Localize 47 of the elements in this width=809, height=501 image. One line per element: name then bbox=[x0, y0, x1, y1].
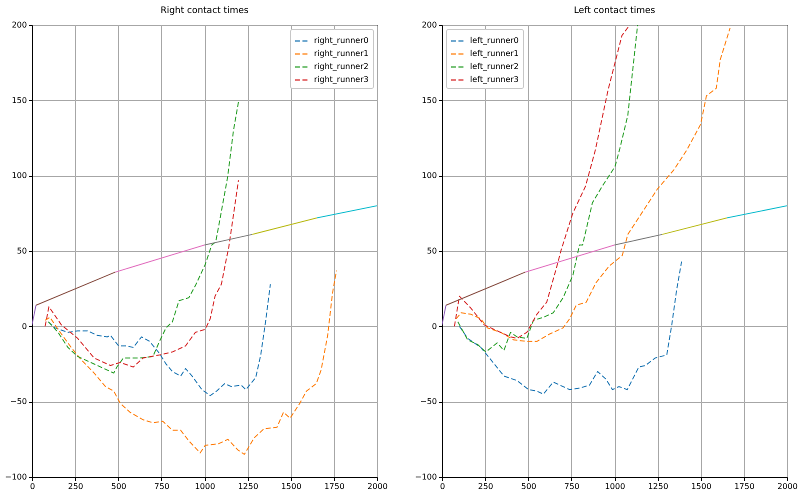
line-series bbox=[48, 101, 239, 374]
x-tick-label: 0 bbox=[30, 482, 36, 491]
x-tick-label: 1500 bbox=[281, 482, 302, 491]
x-tick-label: 1750 bbox=[324, 482, 345, 491]
legend-label: left_runner0 bbox=[470, 36, 519, 45]
y-tick-label: 50 bbox=[16, 246, 27, 256]
y-tick-label: 150 bbox=[422, 96, 437, 105]
x-tick-label: 1750 bbox=[734, 482, 755, 491]
legend-label: right_runner3 bbox=[314, 75, 369, 84]
y-tick-label: 150 bbox=[12, 96, 27, 105]
y-tick-label: −100 bbox=[415, 472, 437, 482]
x-tick-label: 2000 bbox=[777, 482, 798, 491]
y-tick-label: 0 bbox=[22, 322, 27, 331]
line-series bbox=[44, 270, 337, 455]
legend-label: left_runner3 bbox=[470, 75, 519, 84]
y-tick-label: 50 bbox=[426, 246, 437, 256]
x-tick-label: 250 bbox=[68, 482, 84, 491]
x-tick-label: 2000 bbox=[367, 482, 388, 491]
chart-title: Left contact times bbox=[574, 6, 656, 16]
x-tick-label: 0 bbox=[440, 482, 446, 491]
x-tick-label: 1000 bbox=[194, 482, 216, 491]
y-tick-label: 0 bbox=[432, 322, 437, 331]
y-tick-label: 200 bbox=[12, 20, 27, 30]
x-tick-label: 500 bbox=[111, 482, 126, 491]
x-tick-label: 1500 bbox=[691, 482, 712, 491]
chart-title: Right contact times bbox=[160, 6, 249, 16]
y-tick-label: −50 bbox=[10, 397, 27, 406]
y-tick-label: 100 bbox=[12, 171, 27, 180]
x-tick-label: 1250 bbox=[238, 482, 258, 491]
x-tick-label: 250 bbox=[478, 482, 494, 491]
y-tick-label: −100 bbox=[5, 472, 27, 482]
legend-label: left_runner2 bbox=[470, 62, 519, 71]
legend-label: right_runner2 bbox=[314, 62, 369, 71]
x-tick-label: 1250 bbox=[648, 482, 668, 491]
x-tick-label: 500 bbox=[521, 482, 536, 491]
legend-label: right_runner1 bbox=[314, 49, 369, 58]
y-tick-label: 100 bbox=[422, 171, 437, 180]
line-series bbox=[458, 261, 682, 395]
y-tick-label: −50 bbox=[420, 397, 437, 406]
legend-label: left_runner1 bbox=[470, 49, 519, 58]
legend-label: right_runner0 bbox=[314, 36, 369, 45]
x-tick-label: 750 bbox=[564, 482, 580, 491]
line-series bbox=[456, 28, 731, 342]
line-series bbox=[44, 180, 239, 368]
x-tick-label: 1000 bbox=[604, 482, 626, 491]
y-tick-label: 200 bbox=[422, 20, 437, 30]
x-tick-label: 750 bbox=[154, 482, 170, 491]
